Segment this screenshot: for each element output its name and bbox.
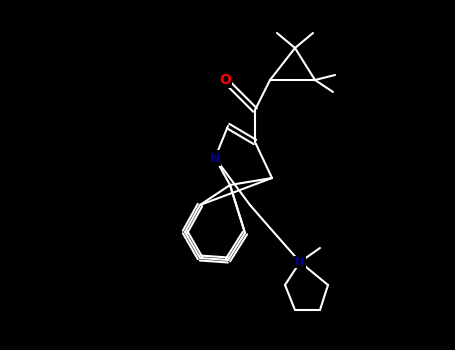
Text: O: O xyxy=(219,73,231,87)
Text: N: N xyxy=(210,152,220,164)
Text: N: N xyxy=(295,257,305,267)
